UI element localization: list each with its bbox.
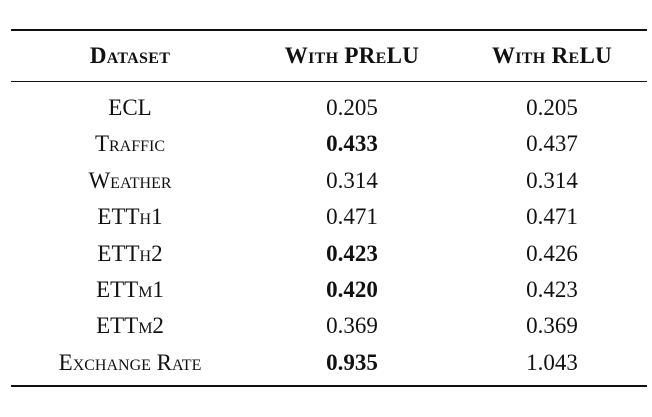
relu-value: 1.043 [526,349,578,375]
dataset-name: Traffic [94,131,166,157]
relu-value: 0.369 [526,313,578,339]
prelu-value: 0.935 [326,349,378,375]
relu-value: 0.471 [526,204,578,230]
table-bottom-rule [11,385,647,387]
header-dataset: Dataset [89,43,171,68]
prelu-value: 0.420 [326,277,378,302]
dataset-name: ECL [108,95,152,120]
relu-value: 0.205 [526,95,578,120]
table-top-rule [11,29,647,31]
relu-value: 0.314 [526,167,578,193]
relu-value: 0.423 [526,277,578,302]
dataset-name: Weather [88,167,172,193]
prelu-value: 0.433 [326,131,378,157]
dataset-name: ETTm2 [96,313,164,339]
prelu-value: 0.471 [326,204,378,230]
dataset-name: ETTh1 [97,204,163,230]
table-header-rule [11,81,647,82]
prelu-value: 0.423 [326,240,378,266]
prelu-value: 0.314 [326,167,378,193]
dataset-name: ETTh2 [97,240,163,266]
header-with-prelu: With PReLU [284,43,420,68]
dataset-name: Exchange Rate [58,349,202,375]
relu-value: 0.437 [526,131,578,157]
prelu-value: 0.205 [326,95,378,120]
dataset-name: ETTm1 [96,277,164,302]
header-with-relu: With ReLU [491,43,613,68]
relu-value: 0.426 [526,240,578,266]
prelu-value: 0.369 [326,313,378,339]
